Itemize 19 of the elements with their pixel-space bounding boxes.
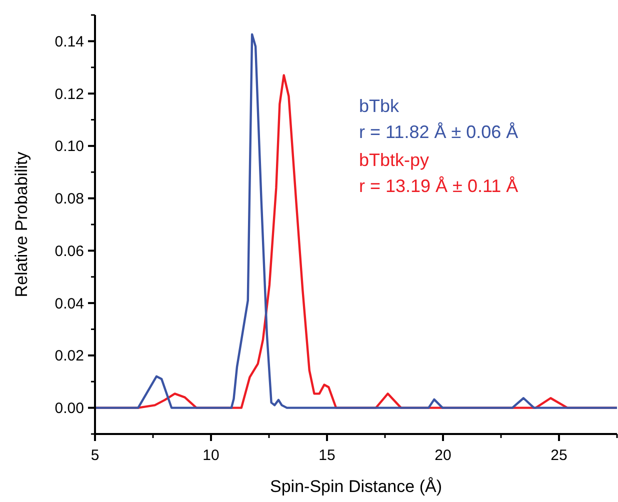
text: bTbk (359, 96, 400, 116)
x-axis-title: Spin-Spin Distance (Å) (270, 477, 442, 496)
y-tick-label: 0.14 (54, 33, 84, 50)
annotation: r = 11.82 Å ± 0.06 Å (359, 122, 518, 142)
x-tick-label: 10 (202, 447, 220, 464)
y-tick-label: 0.06 (54, 242, 84, 260)
y-tick-label: 0.08 (54, 190, 84, 208)
y-tick-label: 0.00 (54, 400, 84, 418)
x-tick-label: 20 (434, 447, 452, 464)
y-tick-label: 0.02 (54, 348, 84, 365)
y-tick-label: 0.10 (54, 138, 84, 156)
y-tick-label: 0.04 (54, 295, 84, 312)
x-tick-label: 5 (90, 447, 100, 464)
annotation: r = 13.19 Å ± 0.11 Å (359, 176, 518, 196)
y-axis-title: Relative Probability (12, 151, 31, 298)
x-tick-label: 25 (550, 447, 568, 464)
x-tick-label: 15 (318, 447, 336, 464)
y-tick-label: 0.12 (54, 86, 84, 103)
text: bTbtk-py (359, 150, 430, 170)
